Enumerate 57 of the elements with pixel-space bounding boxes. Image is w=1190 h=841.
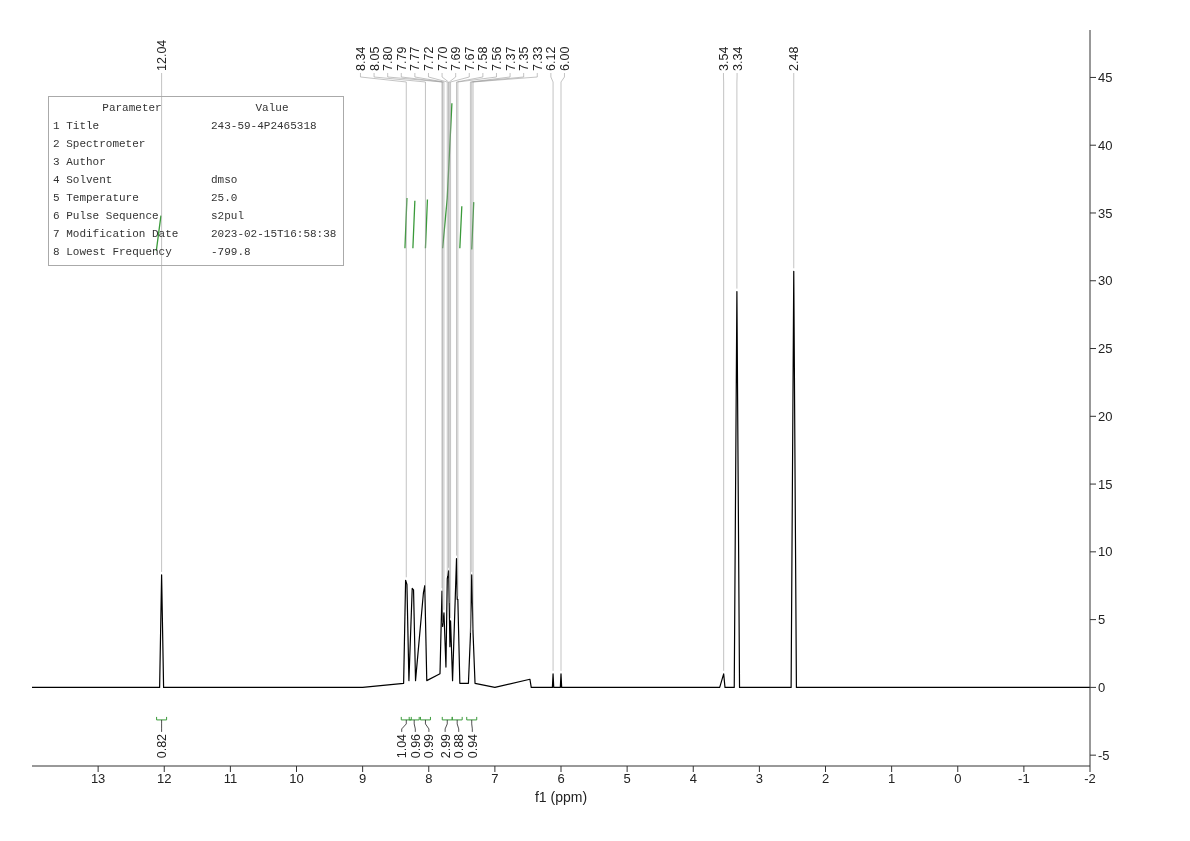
annotation: 3 Author xyxy=(53,155,107,170)
y-tick-label: 35 xyxy=(1098,205,1113,221)
x-tick-label: -2 xyxy=(1084,771,1096,787)
y-tick-label: 45 xyxy=(1098,70,1113,86)
annotation: 2.99 xyxy=(438,733,453,759)
annotation: 7.67 xyxy=(462,46,477,71)
x-tick-label: 8 xyxy=(425,771,433,787)
annotation: 0.94 xyxy=(465,733,480,759)
y-tick-label: 20 xyxy=(1098,408,1113,424)
x-tick-label: 0 xyxy=(954,771,962,787)
x-axis-title: f1 (ppm) xyxy=(534,788,588,805)
annotation: 1.04 xyxy=(395,733,410,759)
x-tick-label: 5 xyxy=(623,771,631,787)
x-tick-label: 1 xyxy=(888,771,896,787)
y-tick-label: 0 xyxy=(1098,680,1106,695)
y-tick-label: 30 xyxy=(1098,273,1113,289)
annotation: 6.00 xyxy=(557,46,572,71)
x-tick-label: 3 xyxy=(755,771,763,787)
annotation: 2.48 xyxy=(787,46,802,71)
annotation: 7.58 xyxy=(476,46,491,71)
annotation: 7.77 xyxy=(408,46,423,71)
x-tick-label: 13 xyxy=(90,771,106,787)
annotation: 8.34 xyxy=(353,46,368,71)
x-tick-label: 6 xyxy=(557,771,565,787)
annotation: 7.72 xyxy=(421,46,436,71)
annotation: 7.69 xyxy=(449,46,464,71)
x-tick-label: 11 xyxy=(223,771,238,787)
y-tick-label: 15 xyxy=(1098,476,1113,492)
y-tick-label: 5 xyxy=(1098,612,1106,628)
annotation: 12.04 xyxy=(155,39,170,71)
y-tick-label: 40 xyxy=(1098,137,1113,153)
x-tick-label: 7 xyxy=(491,771,499,787)
x-tick-label: 10 xyxy=(289,771,304,787)
annotation: 0.82 xyxy=(155,733,170,759)
annotation: 6.12 xyxy=(544,46,559,71)
x-tick-label: -1 xyxy=(1018,771,1030,787)
annotation: 7.33 xyxy=(530,46,545,71)
annotation: 0.99 xyxy=(422,733,437,759)
annotation: 7.35 xyxy=(517,46,532,71)
annotation: 8.05 xyxy=(367,46,382,71)
x-tick-label: 9 xyxy=(359,771,367,787)
annotation: 7.56 xyxy=(489,46,504,71)
annotation: 7.37 xyxy=(503,46,518,71)
annotation: 2 Spectrometer xyxy=(53,137,147,152)
annotation: 3.54 xyxy=(716,46,731,71)
y-tick-label: -5 xyxy=(1098,747,1110,763)
x-tick-label: 12 xyxy=(157,771,172,787)
x-tick-label: 2 xyxy=(821,771,830,787)
annotation: 7.80 xyxy=(381,46,396,71)
x-tick-label: 4 xyxy=(689,771,697,787)
annotation: 7.79 xyxy=(394,46,409,71)
annotation: 3.34 xyxy=(730,46,745,71)
y-tick-label: 10 xyxy=(1098,544,1113,560)
annotation: 0.96 xyxy=(408,733,423,759)
annotation: 7.70 xyxy=(435,46,450,71)
y-tick-label: 25 xyxy=(1098,341,1113,357)
annotation: 0.88 xyxy=(452,733,467,759)
